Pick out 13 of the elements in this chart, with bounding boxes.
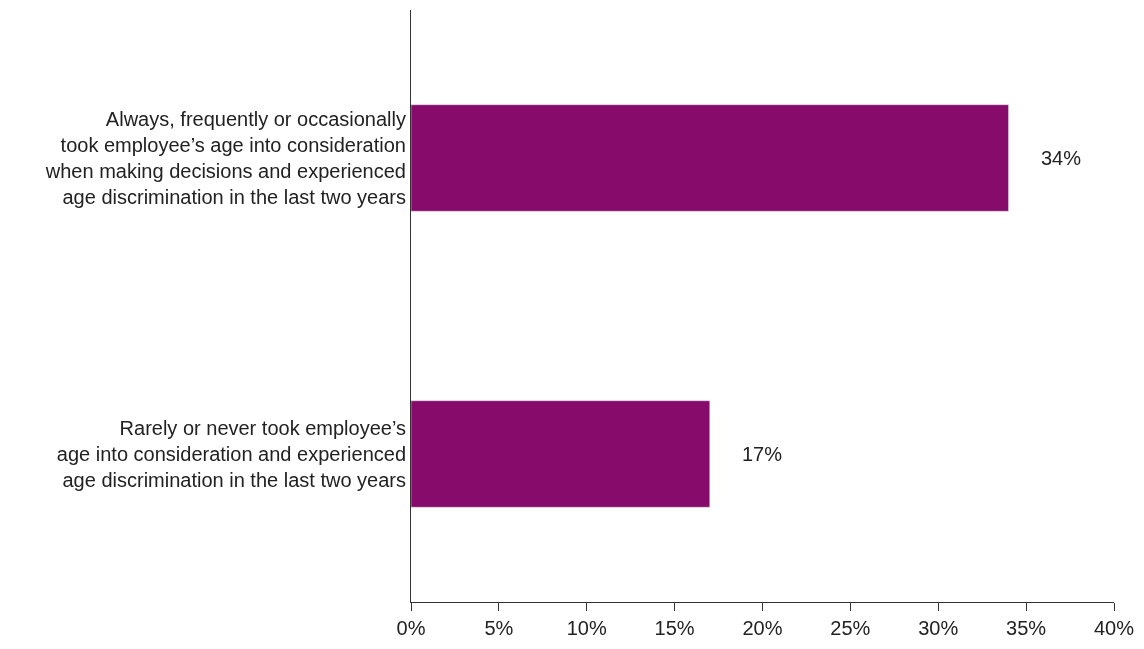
data-label: 34% <box>1041 147 1082 169</box>
x-tick-label: 30% <box>918 617 959 639</box>
x-tick-label: 15% <box>654 617 695 639</box>
x-tick-label: 0% <box>396 617 426 639</box>
data-label: 17% <box>742 443 783 465</box>
y-tick-label: Always, frequently or occasionally took employee’s age into consideration when making decisions and experienced age discrimination in the last two years <box>44 108 406 208</box>
x-tick-label: 5% <box>484 617 514 639</box>
y-tick-label: Rarely or never took employee’s age into consideration and experienced age discrimination in the last two years <box>56 417 406 491</box>
x-tick-label: 20% <box>742 617 783 639</box>
x-tick-label: 25% <box>830 617 871 639</box>
x-tick-label: 10% <box>566 617 607 639</box>
x-tick-label: 35% <box>1006 617 1047 639</box>
x-tick-label: 40% <box>1093 617 1135 639</box>
